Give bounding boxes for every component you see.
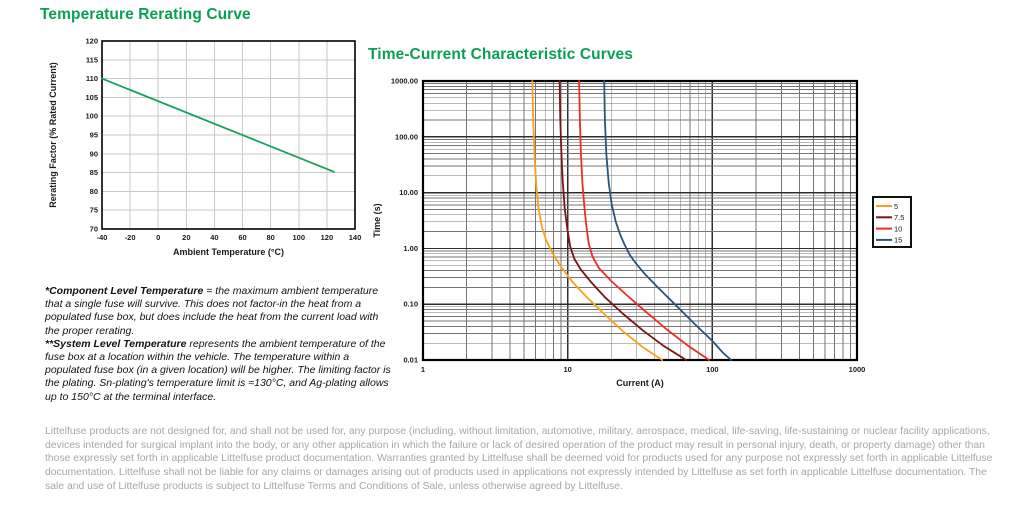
x-tick-label: 10 xyxy=(563,365,571,374)
y-tick-label: 10.00 xyxy=(399,188,418,197)
x-tick-label: 60 xyxy=(238,233,246,242)
temperature-rerating-chart: -40 -20 0 20 40 60 80 100 120 140 70 75 80 85 90 95 100 1… xyxy=(48,37,362,258)
y-tick-label: 1000.00 xyxy=(391,77,418,86)
y-axis-title: Rerating Factor (% Rated Current) xyxy=(48,62,58,208)
legend-label-7.5: 7.5 xyxy=(894,213,904,222)
y-tick-label: 100.00 xyxy=(395,132,418,141)
plot-frame xyxy=(101,40,356,230)
legend-label-5: 5 xyxy=(894,202,898,211)
x-axis-title: Ambient Temperature (°C) xyxy=(173,247,284,257)
y-tick-label: 1.00 xyxy=(403,244,418,253)
y-tick-label: 95 xyxy=(90,131,98,140)
y-tick-label: 0.01 xyxy=(403,356,418,365)
x-tick-label: 120 xyxy=(321,233,334,242)
y-tick-label: 0.10 xyxy=(403,300,418,309)
x-tick-label: 1000 xyxy=(849,365,866,374)
temperature-rerating-title: Temperature Rerating Curve xyxy=(40,6,251,23)
y-tick-label: 120 xyxy=(85,37,98,46)
y-tick-label: 105 xyxy=(85,93,98,102)
y-tick-label: 70 xyxy=(90,225,98,234)
x-axis-title: Current (A) xyxy=(616,378,664,388)
x-tick-label: 20 xyxy=(182,233,190,242)
legend-label-15: 15 xyxy=(894,236,902,245)
x-tick-label: 140 xyxy=(349,233,362,242)
time-current-chart: 1 10 100 1000 1000.00 100.00 10.00 1.00 0.10 0.01… xyxy=(372,77,912,388)
component-level-text: = the maximum ambient temperature that a… xyxy=(45,285,379,337)
x-tick-label: 0 xyxy=(156,233,160,242)
x-tick-label: -20 xyxy=(125,233,136,242)
y-tick-label: 85 xyxy=(90,168,98,177)
series-curve-15 xyxy=(603,80,733,361)
plot-frame xyxy=(421,79,859,362)
legend-label-10: 10 xyxy=(894,224,902,233)
x-tick-label: 1 xyxy=(421,365,425,374)
x-tick-label: 100 xyxy=(293,233,306,242)
temperature-notes: *Component Level Temperature = the maxim… xyxy=(45,285,392,404)
y-tick-label: 110 xyxy=(86,74,98,83)
y-tick-label: 115 xyxy=(86,55,98,64)
y-tick-label: 75 xyxy=(90,206,98,215)
component-level-note: *Component Level Temperature = the maxim… xyxy=(45,285,392,338)
system-level-note: **System Level Temperature represents th… xyxy=(45,338,392,404)
x-tick-label: 40 xyxy=(210,233,218,242)
legal-disclaimer: Littelfuse products are not designed for… xyxy=(45,426,993,492)
system-level-lead: **System Level Temperature xyxy=(45,337,187,350)
series-curve-7.5 xyxy=(558,80,688,361)
series-curve-rerating-factor xyxy=(101,77,335,173)
y-tick-label: 80 xyxy=(90,187,98,196)
y-axis-title: Time (s) xyxy=(372,203,382,237)
time-current-title: Time-Current Characteristic Curves xyxy=(368,46,633,63)
x-tick-label: 100 xyxy=(706,365,719,374)
y-tick-label: 90 xyxy=(90,149,98,158)
y-tick-label: 100 xyxy=(85,112,98,121)
system-level-text: represents the ambient temperature of th… xyxy=(45,337,391,403)
component-level-lead: *Component Level Temperature xyxy=(45,285,204,297)
series-curve-5 xyxy=(531,80,664,361)
series-curve-10 xyxy=(578,80,711,361)
x-tick-label: -40 xyxy=(97,233,108,242)
x-tick-label: 80 xyxy=(266,233,274,242)
